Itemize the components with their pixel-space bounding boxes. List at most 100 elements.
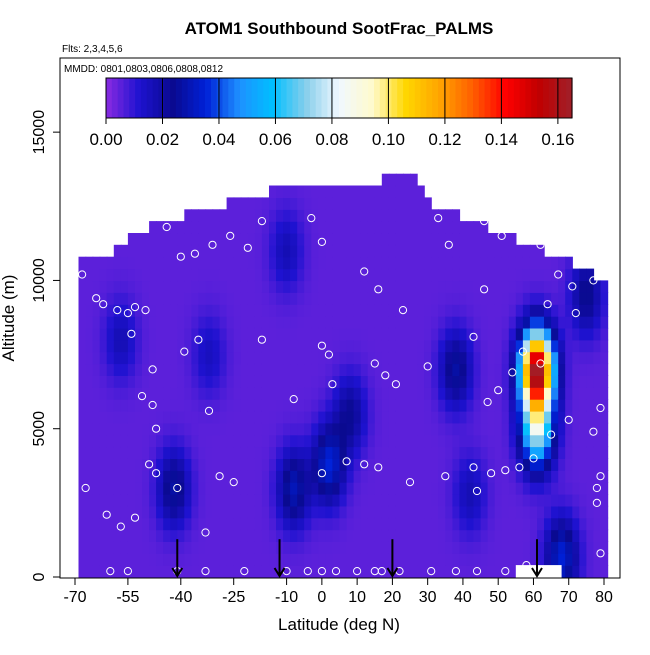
heatmap-cell	[410, 256, 418, 270]
heatmap-cell	[466, 363, 475, 376]
heatmap-cell	[127, 446, 136, 459]
sample-point	[374, 285, 383, 294]
heatmap-cell	[346, 482, 355, 495]
heatmap-cell	[304, 446, 312, 459]
arrow-head	[531, 567, 543, 578]
heatmap-cell	[85, 387, 94, 400]
heatmap-cell	[85, 280, 94, 293]
heatmap-cell	[339, 446, 348, 459]
heatmap-cell	[269, 363, 277, 376]
heatmap-cell	[551, 339, 559, 353]
heatmap-cell	[466, 541, 475, 554]
heatmap-cell	[600, 553, 609, 566]
heatmap-cell	[325, 363, 334, 376]
heatmap-cell	[473, 304, 482, 317]
colorbar-swatch	[135, 78, 142, 118]
colorbar-swatch	[106, 78, 113, 118]
heatmap-cell	[269, 446, 277, 459]
heatmap-cell	[431, 387, 439, 400]
heatmap-cell	[120, 553, 129, 566]
heatmap-cell	[254, 209, 263, 222]
heatmap-cell	[551, 327, 559, 341]
heatmap-cell	[579, 494, 587, 507]
heatmap-cell	[311, 197, 319, 210]
heatmap-cell	[219, 209, 228, 222]
heatmap-cell	[240, 233, 249, 246]
heatmap-cell	[494, 470, 503, 483]
heatmap-cell	[395, 292, 404, 305]
heatmap-cell	[417, 529, 425, 542]
heatmap-cell	[283, 268, 291, 282]
heatmap-cell	[78, 339, 87, 353]
heatmap-cell	[332, 494, 341, 507]
heatmap-cell	[304, 541, 312, 554]
heatmap-cell	[85, 339, 94, 353]
heatmap-cell	[247, 339, 256, 353]
heatmap-cell	[247, 410, 256, 424]
heatmap-cell	[459, 327, 468, 341]
sample-point	[568, 282, 577, 291]
heatmap-cell	[339, 351, 348, 365]
heatmap-cell	[269, 470, 277, 483]
heatmap-cell	[431, 494, 439, 507]
heatmap-cell	[494, 494, 503, 507]
heatmap-cell	[522, 339, 531, 353]
heatmap-cell	[311, 446, 319, 459]
heatmap-cell	[156, 529, 164, 542]
heatmap-cell	[205, 316, 214, 329]
heatmap-cell	[311, 304, 319, 317]
heatmap-cell	[325, 327, 334, 341]
heatmap-cell	[332, 327, 341, 341]
heatmap-cell	[537, 446, 545, 459]
heatmap-cell	[198, 494, 207, 507]
heatmap-cell	[304, 197, 312, 210]
heatmap-cell	[522, 517, 531, 531]
heatmap-cell	[254, 505, 263, 519]
heatmap-cell	[487, 565, 496, 578]
heatmap-cell	[142, 327, 150, 341]
heatmap-cell	[113, 446, 122, 459]
heatmap-cell	[106, 565, 115, 578]
heatmap-cell	[156, 494, 164, 507]
heatmap-cell	[283, 565, 291, 578]
heatmap-cell	[487, 458, 496, 471]
heatmap-cell	[205, 529, 214, 542]
heatmap-cell	[170, 327, 178, 341]
heatmap-cell	[480, 351, 489, 365]
heatmap-cell	[106, 410, 115, 424]
heatmap-cell	[572, 565, 580, 578]
heatmap-cell	[431, 280, 439, 293]
sample-point	[99, 300, 108, 309]
heatmap-cell	[135, 505, 143, 519]
heatmap-cell	[177, 505, 185, 519]
heatmap-cell	[106, 482, 115, 495]
heatmap-cell	[346, 209, 355, 222]
heatmap-cell	[360, 541, 369, 554]
heatmap-cell	[367, 458, 376, 471]
heatmap-cell	[99, 316, 108, 329]
sample-point	[451, 567, 460, 576]
heatmap-cell	[466, 387, 475, 400]
heatmap-cell	[212, 553, 221, 566]
heatmap-cell	[219, 327, 228, 341]
heatmap-cell	[99, 529, 108, 542]
heatmap-cell	[551, 280, 559, 293]
heatmap-cell	[233, 529, 242, 542]
heatmap-cell	[113, 482, 122, 495]
heatmap-cell	[170, 494, 178, 507]
heatmap-cell	[269, 221, 277, 234]
colorbar-swatch	[397, 78, 404, 118]
heatmap-cell	[374, 363, 383, 376]
heatmap-cell	[78, 327, 87, 341]
heatmap-cell	[113, 268, 122, 282]
heatmap-cell	[417, 470, 425, 483]
heatmap-cell	[431, 221, 439, 234]
heatmap-cell	[374, 422, 383, 436]
heatmap-cell	[304, 399, 312, 412]
heatmap-cell	[191, 399, 200, 412]
sample-point	[324, 350, 333, 359]
heatmap-cell	[135, 304, 143, 317]
heatmap-cell	[494, 529, 503, 542]
heatmap-cell	[276, 410, 284, 424]
heatmap-cell	[367, 268, 376, 282]
